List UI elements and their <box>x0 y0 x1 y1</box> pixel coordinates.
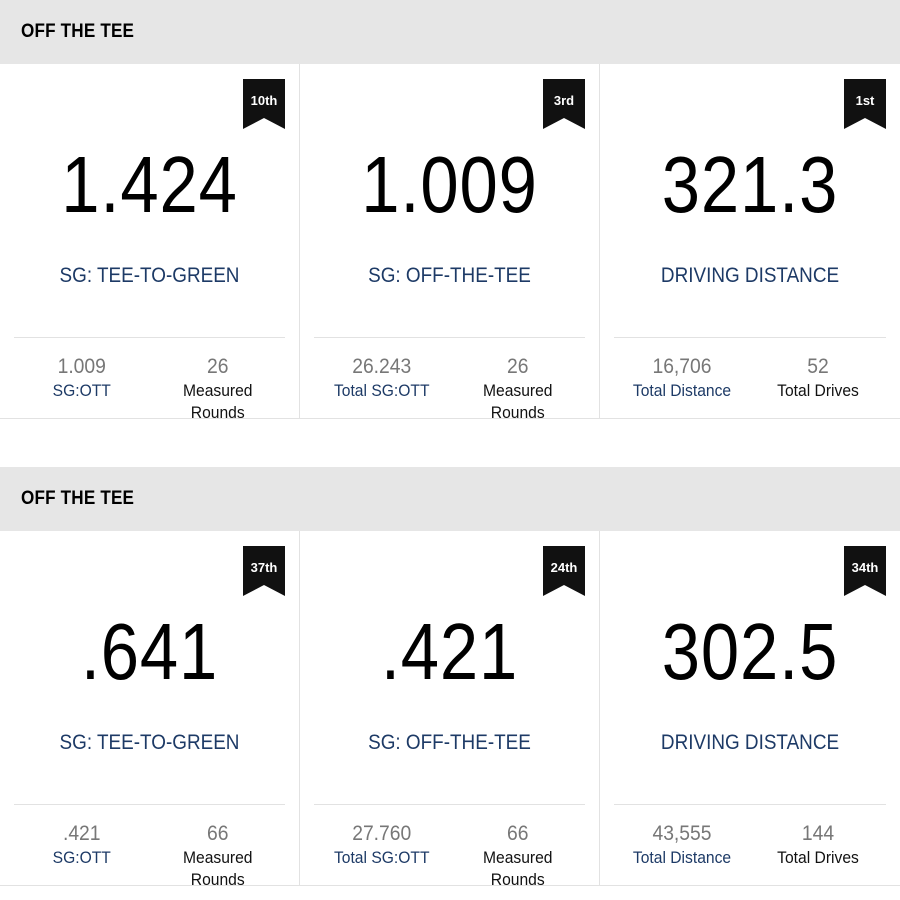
stat-value: .641 <box>80 607 219 696</box>
divider <box>614 337 886 338</box>
stat-label: SG: TEE-TO-GREEN <box>59 731 240 754</box>
stat-value: 1.424 <box>61 140 238 229</box>
stat-value: 1.009 <box>361 140 538 229</box>
stats-section-1: OFF THE TEE 10th 1.424 SG: TEE-TO-GREEN … <box>0 0 900 422</box>
sub-stat-value: 26.243 <box>352 355 412 378</box>
sub-stat-label: Total Drives <box>777 381 859 400</box>
sub-stat-label: Total Drives <box>777 848 859 867</box>
stat-label: DRIVING DISTANCE <box>660 264 840 287</box>
sub-stat-label: Measured Rounds <box>482 381 553 422</box>
sub-stat: 66 Measured Rounds <box>455 821 580 891</box>
stat-card-tee-to-green[interactable]: 37th .641 SG: TEE-TO-GREEN .421 SG:OTT 6… <box>0 531 300 889</box>
sub-stats: 43,555 Total Distance 144 Total Drives <box>614 821 886 869</box>
rank-badge: 10th <box>243 79 285 129</box>
section-title: OFF THE TEE <box>21 488 135 509</box>
stat-card-off-the-tee[interactable]: 3rd 1.009 SG: OFF-THE-TEE 26.243 Total S… <box>300 64 600 422</box>
sub-stat-label: Total Distance <box>632 848 732 867</box>
stat-card-tee-to-green[interactable]: 10th 1.424 SG: TEE-TO-GREEN 1.009 SG:OTT… <box>0 64 300 422</box>
sub-stat-label: Total Distance <box>632 381 732 400</box>
rank-badge: 37th <box>243 546 285 596</box>
sub-stats: .421 SG:OTT 66 Measured Rounds <box>14 821 285 891</box>
sub-stats: 26.243 Total SG:OTT 26 Measured Rounds <box>314 354 585 424</box>
rank-badge: 24th <box>543 546 585 596</box>
sub-stat-label: Measured Rounds <box>182 381 253 422</box>
sub-stat-label: SG:OTT <box>52 848 111 867</box>
sub-stat-value: .421 <box>62 822 101 845</box>
sub-stat-value: 26 <box>206 355 228 378</box>
sub-stat: 26 Measured Rounds <box>455 354 580 424</box>
sub-stat-value: 43,555 <box>652 822 712 845</box>
sub-stat: 144 Total Drives <box>755 821 880 869</box>
stat-card-off-the-tee[interactable]: 24th .421 SG: OFF-THE-TEE 27.760 Total S… <box>300 531 600 889</box>
stat-label: SG: TEE-TO-GREEN <box>59 264 240 287</box>
sub-stat-value: 144 <box>801 822 835 845</box>
sub-stat-label: SG:OTT <box>52 381 111 400</box>
stat-cards-row: 10th 1.424 SG: TEE-TO-GREEN 1.009 SG:OTT… <box>0 64 900 422</box>
divider <box>314 804 585 805</box>
sub-stats: 1.009 SG:OTT 26 Measured Rounds <box>14 354 285 424</box>
stat-value: 321.3 <box>661 140 839 229</box>
sub-stat-value: 27.760 <box>352 822 412 845</box>
stat-card-driving-distance[interactable]: 34th 302.5 DRIVING DISTANCE 43,555 Total… <box>600 531 900 885</box>
section-title: OFF THE TEE <box>21 21 135 42</box>
divider <box>614 804 886 805</box>
sub-stat-value: 26 <box>506 355 528 378</box>
section-header: OFF THE TEE <box>0 467 900 531</box>
divider <box>14 337 285 338</box>
divider <box>314 337 585 338</box>
rank-badge: 1st <box>844 79 886 129</box>
sub-stat-label: Total SG:OTT <box>333 381 430 400</box>
sub-stat-label: Measured Rounds <box>482 848 553 889</box>
sub-stat-value: 66 <box>506 822 528 845</box>
stat-card-driving-distance[interactable]: 1st 321.3 DRIVING DISTANCE 16,706 Total … <box>600 64 900 418</box>
rank-badge: 3rd <box>543 79 585 129</box>
sub-stat: 1.009 SG:OTT <box>19 354 144 424</box>
stat-cards-row: 37th .641 SG: TEE-TO-GREEN .421 SG:OTT 6… <box>0 531 900 889</box>
sub-stat-value: 66 <box>206 822 228 845</box>
stat-label: SG: OFF-THE-TEE <box>368 731 531 754</box>
sub-stat-label: Measured Rounds <box>182 848 253 889</box>
sub-stat: 52 Total Drives <box>755 354 880 402</box>
sub-stat: 43,555 Total Distance <box>619 821 744 869</box>
sub-stats: 27.760 Total SG:OTT 66 Measured Rounds <box>314 821 585 891</box>
sub-stat: 16,706 Total Distance <box>619 354 744 402</box>
stats-section-2: OFF THE TEE 37th .641 SG: TEE-TO-GREEN .… <box>0 467 900 889</box>
sub-stat: 26.243 Total SG:OTT <box>319 354 444 424</box>
stat-label: SG: OFF-THE-TEE <box>368 264 531 287</box>
stat-label: DRIVING DISTANCE <box>660 731 840 754</box>
rank-badge: 34th <box>844 546 886 596</box>
stat-value: 302.5 <box>661 607 839 696</box>
sub-stat-value: 16,706 <box>652 355 712 378</box>
sub-stat: 66 Measured Rounds <box>155 821 280 891</box>
sub-stat: 27.760 Total SG:OTT <box>319 821 444 891</box>
section-gap <box>0 419 900 467</box>
sub-stat-value: 1.009 <box>57 355 106 378</box>
sub-stat: 26 Measured Rounds <box>155 354 280 424</box>
divider <box>14 804 285 805</box>
section-header: OFF THE TEE <box>0 0 900 64</box>
sub-stat-label: Total SG:OTT <box>333 848 430 867</box>
sub-stats: 16,706 Total Distance 52 Total Drives <box>614 354 886 402</box>
stat-value: .421 <box>380 607 519 696</box>
sub-stat: .421 SG:OTT <box>19 821 144 891</box>
sub-stat-value: 52 <box>807 355 829 378</box>
